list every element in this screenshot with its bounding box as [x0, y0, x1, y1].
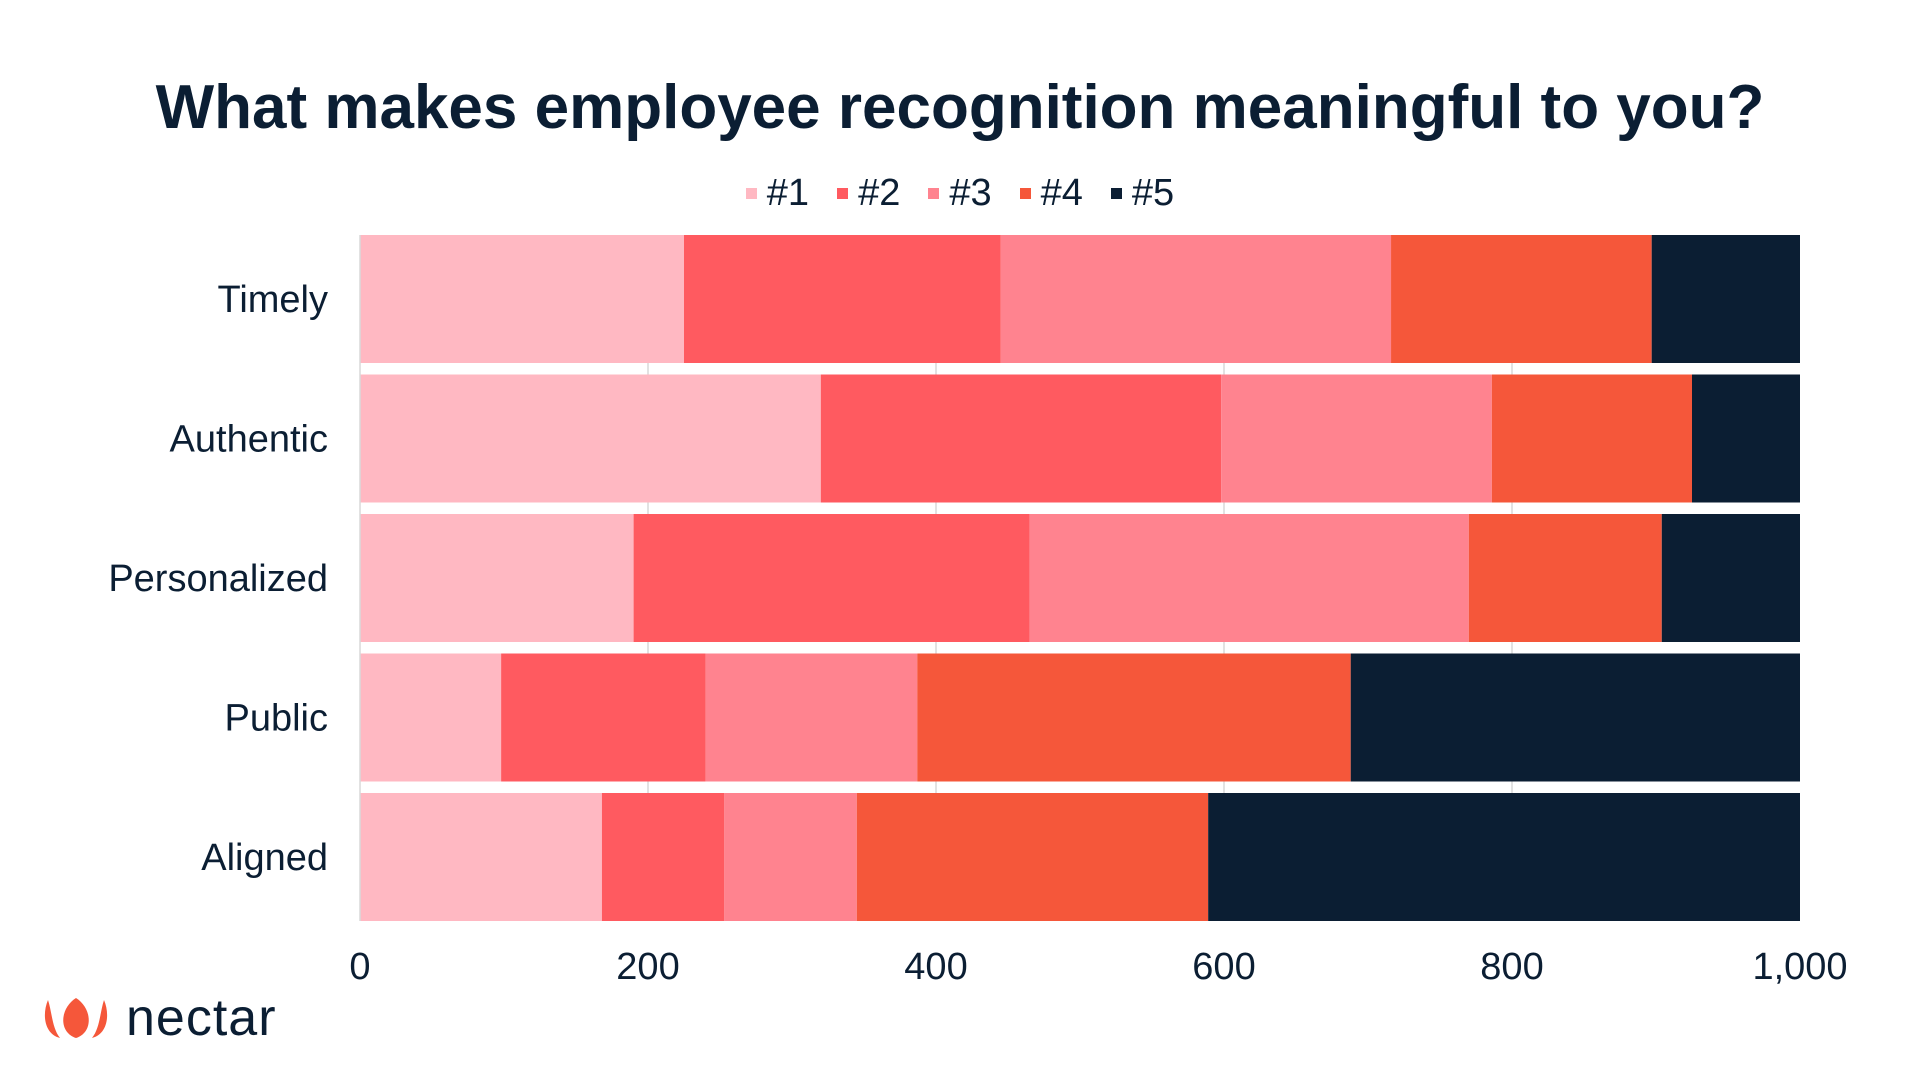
- bar-timely-1: [360, 235, 684, 363]
- bar-public-4: [917, 653, 1351, 782]
- legend-swatch-1: [745, 188, 757, 199]
- x-tick-label-1: 200: [616, 946, 679, 988]
- category-label-aligned: Aligned: [201, 837, 328, 879]
- bar-personalized-2: [633, 514, 1030, 642]
- category-label-public: Public: [225, 698, 329, 740]
- bar-timely-3: [1000, 235, 1392, 363]
- bar-authentic-2: [820, 374, 1222, 503]
- bar-authentic-5: [1692, 374, 1800, 503]
- x-tick-label-4: 800: [1480, 946, 1543, 988]
- legend-label-4: #4: [1040, 172, 1083, 214]
- legend-item-3: #3: [928, 172, 992, 215]
- bar-public-3: [705, 653, 918, 782]
- legend-label-5: #5: [1131, 172, 1175, 214]
- legend-swatch-3: [928, 188, 940, 199]
- bar-personalized-1: [360, 514, 634, 642]
- logo-text: nectar: [126, 989, 277, 1047]
- legend-item-2: #2: [837, 172, 900, 215]
- bar-aligned-2: [601, 793, 725, 921]
- bar-public-2: [501, 653, 706, 782]
- bar-authentic-1: [360, 374, 821, 503]
- bar-personalized-4: [1468, 514, 1662, 642]
- bar-timely-2: [684, 235, 1001, 363]
- bar-timely-4: [1391, 235, 1652, 363]
- category-label-timely: Timely: [218, 279, 328, 321]
- nectar-logo: nectar: [40, 988, 277, 1048]
- legend-swatch-4: [1019, 188, 1031, 199]
- bar-timely-5: [1651, 235, 1800, 363]
- bar-aligned-4: [856, 793, 1209, 921]
- legend-label-1: #1: [766, 172, 810, 214]
- category-label-personalized: Personalized: [108, 558, 328, 600]
- x-tick-label-3: 600: [1192, 946, 1255, 988]
- legend-swatch-2: [837, 188, 849, 199]
- x-tick-label-2: 400: [904, 946, 967, 988]
- legend-item-4: #4: [1019, 172, 1083, 215]
- bar-personalized-5: [1661, 514, 1800, 642]
- legend-item-1: #1: [745, 172, 810, 215]
- legend-label-2: #2: [858, 172, 901, 214]
- legend-swatch-5: [1110, 188, 1122, 199]
- bar-personalized-3: [1029, 514, 1469, 642]
- x-tick-label-0: 0: [349, 946, 370, 988]
- bar-aligned-1: [360, 793, 602, 921]
- legend-item-5: #5: [1110, 172, 1175, 215]
- category-label-authentic: Authentic: [170, 419, 328, 461]
- chart-title: What makes employee recognition meaningf…: [155, 73, 1765, 142]
- bar-authentic-4: [1491, 374, 1692, 503]
- legend-label-3: #3: [949, 172, 992, 214]
- legend: #1 #2 #3 #4 #5: [0, 172, 1920, 215]
- bar-public-1: [360, 653, 502, 782]
- nectar-petals-icon: [44, 998, 108, 1038]
- bar-authentic-3: [1221, 374, 1492, 503]
- bar-aligned-3: [724, 793, 857, 921]
- bar-public-5: [1350, 653, 1800, 782]
- bar-aligned-5: [1208, 793, 1800, 921]
- x-tick-label-5: 1,000: [1752, 946, 1847, 988]
